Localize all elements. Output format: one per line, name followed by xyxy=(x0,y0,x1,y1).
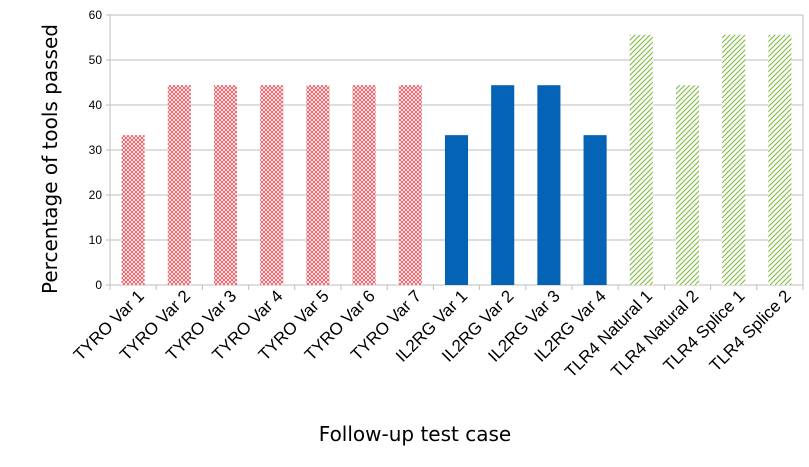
y-tick-label: 10 xyxy=(89,233,103,247)
bar xyxy=(629,34,653,285)
y-axis-title: Percentage of tools passed xyxy=(38,24,62,294)
bar xyxy=(213,85,238,285)
bar xyxy=(583,135,607,285)
bar xyxy=(398,85,422,285)
bar xyxy=(722,34,746,285)
x-tick-label: TLR4 Splice 2 xyxy=(706,286,795,375)
bar xyxy=(444,135,469,285)
bars xyxy=(121,34,792,285)
y-tick-label: 50 xyxy=(89,53,103,67)
bar xyxy=(306,85,330,285)
y-tick-label: 30 xyxy=(89,143,103,157)
y-tick-label: 20 xyxy=(89,188,103,202)
x-tick-label: TLR4 Splice 1 xyxy=(660,286,749,375)
y-tick-label: 40 xyxy=(89,98,103,112)
bar xyxy=(768,34,792,285)
y-tick-label: 60 xyxy=(89,8,103,22)
bar xyxy=(675,85,700,285)
x-axis-title: Follow-up test case xyxy=(319,422,511,446)
bar xyxy=(121,135,145,285)
bar xyxy=(537,85,561,285)
bar xyxy=(260,85,284,285)
bar xyxy=(491,85,515,285)
bar xyxy=(167,85,191,285)
bar xyxy=(352,85,376,285)
y-tick-label: 0 xyxy=(95,278,102,292)
